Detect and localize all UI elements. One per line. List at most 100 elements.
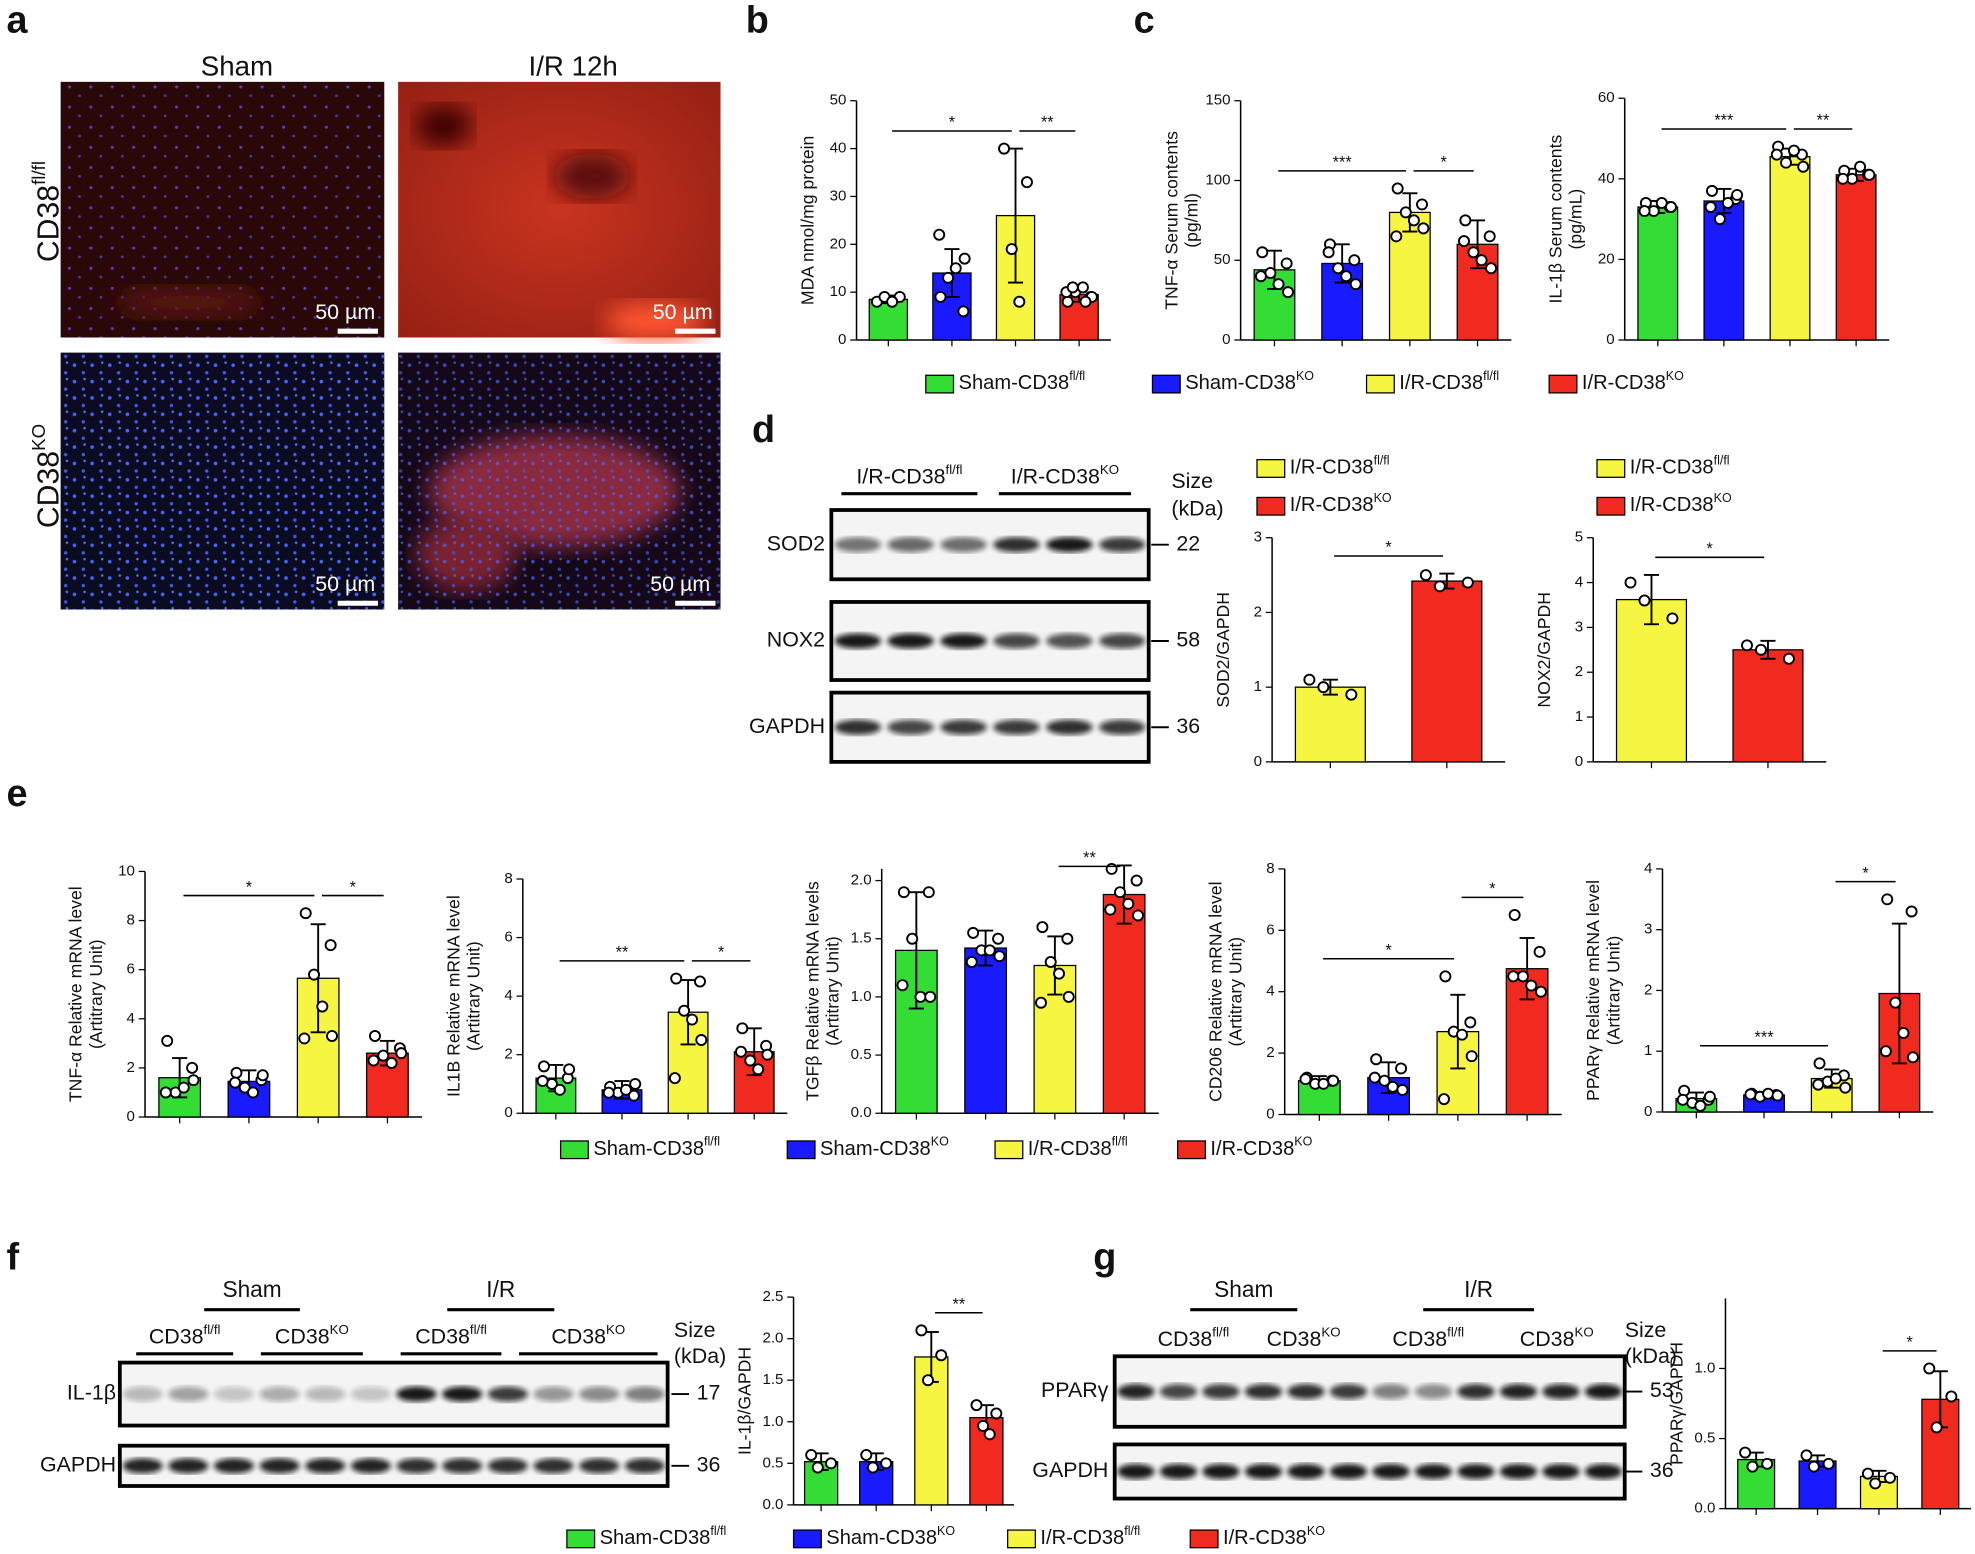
group-label: CD38KO [275, 1321, 349, 1348]
blot-frame [1112, 1354, 1627, 1429]
y-axis-label: IL1B Relative mRNA level [443, 895, 463, 1097]
data-point [942, 271, 955, 284]
blot-band [1202, 1463, 1240, 1480]
blot-band [940, 537, 987, 553]
data-point [1439, 970, 1452, 983]
data-point [1317, 681, 1330, 694]
blot-band [1414, 1383, 1453, 1400]
y-axis-label: NOX2/GAPDH [1534, 592, 1554, 708]
data-point [1881, 893, 1894, 906]
data-point [1638, 205, 1651, 218]
scale-bar-label: 50 µm [315, 572, 375, 596]
data-point [1813, 1057, 1826, 1070]
blot-band [1098, 537, 1146, 553]
y-tick-label: 2 [1254, 603, 1262, 620]
group-label: CD38fl/fl [415, 1321, 487, 1348]
blot-band [887, 633, 934, 649]
blot-band [993, 719, 1040, 735]
size-header: Size [1625, 1318, 1667, 1342]
scale-bar-label: 50 µm [315, 300, 375, 324]
y-tick-label: 8 [1266, 860, 1274, 877]
data-point [1485, 262, 1498, 275]
blot-band [1584, 1463, 1623, 1480]
data-point [602, 1086, 615, 1099]
blot-band [1046, 633, 1093, 649]
data-point [735, 1045, 747, 1058]
data-point [377, 1049, 390, 1062]
y-axis-label: (Artitrary Unit) [86, 939, 106, 1049]
data-point [1396, 1083, 1409, 1096]
legend-label: Sham-CD38fl/fl [593, 1135, 720, 1160]
data-point [1458, 235, 1470, 248]
panel-letter: b [746, 0, 769, 42]
significance-label: ** [952, 1295, 965, 1313]
data-point [1694, 1099, 1707, 1112]
size-label: 58 [1176, 628, 1200, 652]
top-group-label: I/R [1464, 1276, 1493, 1302]
y-tick-label: 4 [1266, 983, 1274, 1000]
group-label-sup: KO [1100, 461, 1119, 476]
legend-swatch [1189, 1529, 1219, 1549]
y-tick-label: 4 [1644, 860, 1652, 877]
data-point [825, 1457, 838, 1470]
y-tick-label: 1.5 [762, 1371, 783, 1388]
blot-band [579, 1386, 620, 1402]
column-label: Sham [201, 50, 273, 81]
legend-label-base: I/R-CD38 [1210, 1138, 1294, 1160]
legend-swatch [1151, 374, 1181, 394]
data-point [1061, 295, 1074, 308]
y-axis-label: IL-1β/GAPDH [734, 1347, 754, 1455]
blot-band [579, 1458, 620, 1474]
legend-label-sup: KO [1714, 491, 1732, 505]
data-point [1638, 594, 1651, 607]
blot-band [1329, 1383, 1368, 1400]
data-point [1516, 970, 1529, 983]
data-point [1761, 1457, 1774, 1470]
y-tick-label: 1.0 [762, 1413, 783, 1430]
data-point [1905, 905, 1918, 918]
legend-swatch [1177, 1140, 1206, 1160]
legend-swatch [994, 1140, 1024, 1160]
blot-band [1499, 1383, 1538, 1400]
data-point [1256, 246, 1269, 259]
y-tick-label: 1.5 [851, 930, 872, 947]
data-point [761, 1048, 774, 1061]
data-point [860, 1449, 873, 1461]
blot-frame [829, 508, 1151, 582]
blot-frame [117, 1443, 670, 1488]
data-point [1076, 281, 1089, 294]
data-point [1897, 1027, 1910, 1039]
data-point [1132, 909, 1144, 922]
group-label-sup: fl/fl [1212, 1324, 1229, 1339]
significance-label: ** [1817, 112, 1830, 130]
data-point [177, 1081, 190, 1094]
blot-band [1329, 1463, 1368, 1480]
y-tick-label: 0 [838, 331, 846, 348]
data-point [1665, 201, 1677, 214]
data-point [686, 1013, 699, 1026]
legend-label-base: Sham-CD38 [826, 1527, 937, 1549]
data-point [1771, 1089, 1784, 1102]
y-tick-label: 0.0 [1694, 1500, 1715, 1517]
data-point [993, 950, 1006, 963]
row-label-sup: fl/fl [28, 161, 49, 185]
y-axis-label: (pg/mL) [1566, 189, 1586, 250]
y-axis-label: CD206 Relative mRNA level [1205, 882, 1225, 1102]
y-tick-label: 0 [1644, 1103, 1652, 1120]
legend-label-sup: KO [937, 1524, 955, 1538]
group-label-sup: fl/fl [204, 1321, 221, 1336]
data-point [1461, 576, 1474, 589]
data-point [1829, 1072, 1842, 1085]
y-axis-label: TNF-α Serum contents [1161, 131, 1181, 310]
top-group-label: Sham [1214, 1276, 1273, 1302]
significance-label: * [350, 878, 357, 896]
blot-band [259, 1458, 300, 1474]
data-point [1676, 1093, 1689, 1106]
data-point [933, 228, 946, 241]
legend-label: I/R-CD38fl/fl [1290, 454, 1390, 479]
blot-band [442, 1458, 483, 1474]
blot-band [1542, 1383, 1580, 1400]
data-point [922, 886, 935, 899]
y-axis-label: (pg/ml) [1181, 193, 1201, 248]
y-tick-label: 0.5 [1694, 1430, 1715, 1447]
